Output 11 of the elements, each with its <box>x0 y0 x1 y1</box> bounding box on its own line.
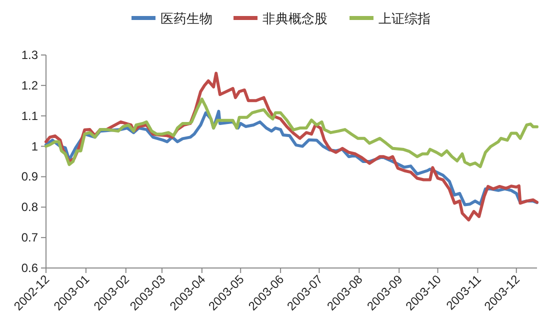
legend-label: 医药生物 <box>160 11 212 26</box>
y-tick-label: 1.2 <box>21 78 38 92</box>
y-tick-label: 0.7 <box>21 230 38 245</box>
legend-label: 上证综指 <box>378 11 430 26</box>
y-tick-label: 0.8 <box>21 200 38 214</box>
y-tick-label: 1.3 <box>21 48 38 62</box>
y-tick-label: 0.9 <box>21 170 38 184</box>
legend-label: 非典概念股 <box>262 11 328 26</box>
y-tick-label: 0.6 <box>21 261 38 275</box>
y-tick-label: 1.1 <box>21 108 38 123</box>
y-tick-label: 1 <box>31 139 38 154</box>
